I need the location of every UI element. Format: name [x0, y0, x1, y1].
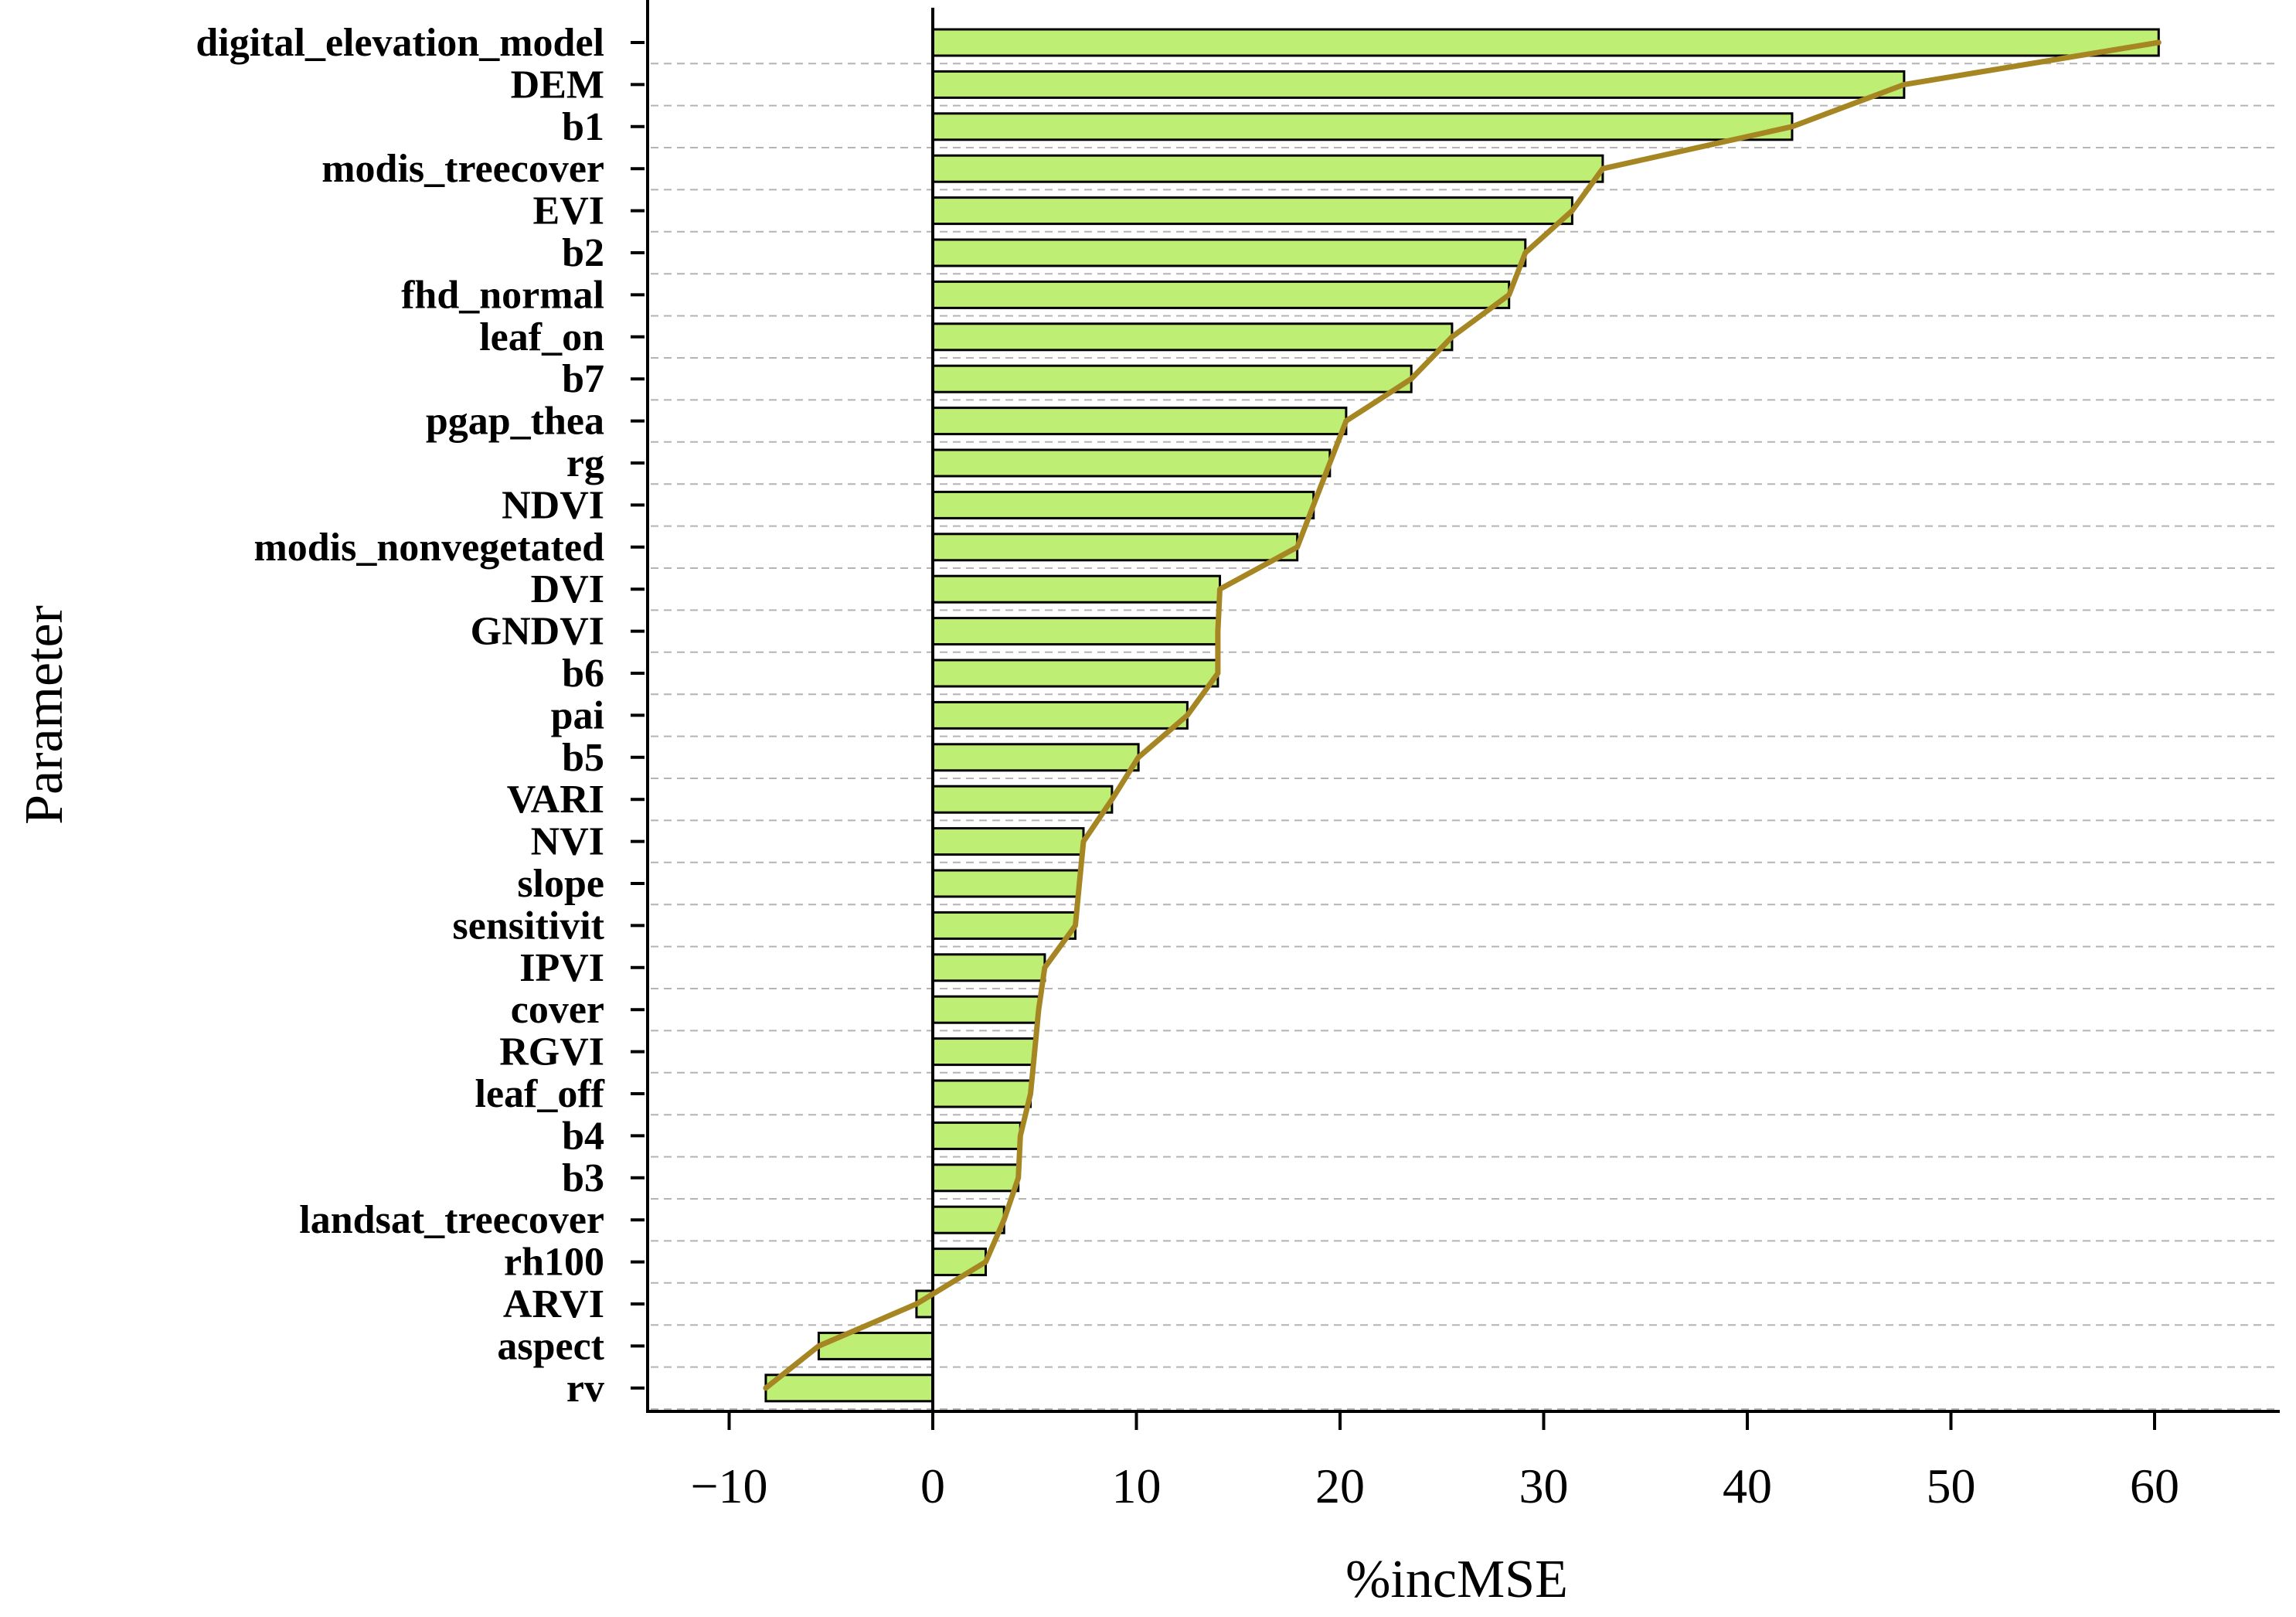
trend-line — [763, 39, 2162, 1391]
y-tick-label: DVI — [531, 567, 604, 611]
y-axis-title: Parameter — [15, 605, 74, 825]
bar-b5 — [931, 743, 1140, 772]
bar-slope — [931, 869, 1081, 898]
bars — [764, 28, 2160, 1403]
y-tick-label: pgap_thea — [426, 400, 604, 444]
y-tick-label: slope — [517, 862, 604, 906]
y-tick-label: b3 — [562, 1156, 604, 1200]
y-tick-label: b5 — [562, 736, 604, 780]
x-tick-labels: −10 0 10 20 30 40 50 60 — [690, 1411, 2179, 1513]
y-tick-label: IPVI — [519, 946, 604, 990]
y-tick-label: GNDVI — [471, 610, 604, 654]
y-tick-label: modis_nonvegetated — [253, 526, 604, 570]
y-tick-label: DEM — [511, 63, 604, 107]
bar-NVI — [931, 827, 1085, 856]
bar-VARI — [931, 785, 1114, 814]
y-tick-label: b6 — [562, 652, 604, 696]
y-tick-label: sensitivit — [453, 904, 605, 948]
x-axis-title: %incMSE — [1345, 1550, 1568, 1609]
y-tick-label: b7 — [562, 357, 604, 401]
x-tick-label: 30 — [1519, 1459, 1569, 1513]
x-tick-label: 60 — [2130, 1459, 2179, 1513]
x-tick-label: 50 — [1927, 1459, 1976, 1513]
x-tick-label: 40 — [1723, 1459, 1772, 1513]
bar-digital_elevation_model — [931, 28, 2160, 57]
bar-NDVI — [931, 490, 1315, 519]
bar-modis_treecover — [931, 154, 1604, 183]
y-tick-label: digital_elevation_model — [196, 21, 604, 65]
y-tick-label: fhd_normal — [401, 273, 604, 317]
bar-rg — [931, 448, 1332, 478]
y-tick-label: leaf_on — [479, 315, 604, 359]
y-tick-label: modis_treecover — [321, 147, 604, 191]
bar-EVI — [931, 196, 1573, 226]
bar-DVI — [931, 574, 1222, 604]
bar-rv — [764, 1374, 934, 1403]
y-tick-label: NDVI — [502, 483, 604, 527]
y-tick-label: VARI — [507, 778, 604, 822]
y-tick-label: RGVI — [499, 1030, 604, 1074]
bar-rh100 — [931, 1248, 988, 1277]
bar-fhd_normal — [931, 280, 1511, 309]
bar-b1 — [931, 112, 1794, 141]
y-tick-label: rh100 — [504, 1241, 604, 1285]
y-tick-label: landsat_treecover — [299, 1198, 604, 1242]
y-tick-label: aspect — [497, 1324, 604, 1368]
x-tick-label: 10 — [1112, 1459, 1162, 1513]
bar-sensitivit — [931, 911, 1077, 940]
bar-b2 — [931, 238, 1527, 267]
y-tick-label: rv — [566, 1367, 604, 1411]
x-tick-label: 0 — [920, 1459, 945, 1513]
y-tick-label: rg — [566, 441, 604, 485]
bar-pai — [931, 700, 1189, 730]
bar-b6 — [931, 659, 1219, 688]
y-tick-label: b1 — [562, 105, 604, 149]
y-tick-labels: digital_elevation_modelDEMb1modis_treeco… — [196, 21, 645, 1411]
bar-GNDVI — [931, 617, 1219, 646]
y-tick-label: cover — [511, 988, 604, 1032]
bar-pgap_thea — [931, 407, 1348, 436]
x-tick-label: −10 — [690, 1459, 767, 1513]
y-tick-label: b2 — [562, 231, 604, 275]
bar-cover — [931, 995, 1040, 1024]
y-tick-label: EVI — [533, 189, 604, 233]
bar-b4 — [931, 1121, 1022, 1150]
x-tick-label: 20 — [1315, 1459, 1365, 1513]
y-tick-label: leaf_off — [475, 1072, 605, 1116]
bar-DEM — [931, 70, 1906, 99]
bar-modis_nonvegetated — [931, 533, 1299, 562]
bar-b3 — [931, 1163, 1020, 1193]
grid-lines — [651, 63, 2280, 1410]
y-tick-label: b4 — [562, 1114, 604, 1158]
bar-b7 — [931, 364, 1413, 393]
y-tick-label: NVI — [531, 820, 604, 864]
y-tick-label: pai — [551, 693, 604, 737]
bar-leaf_on — [931, 322, 1454, 352]
bar-RGVI — [931, 1037, 1036, 1067]
bar-landsat_treecover — [931, 1205, 1005, 1234]
bar-leaf_off — [931, 1079, 1032, 1108]
bar-IPVI — [931, 953, 1046, 982]
y-tick-label: ARVI — [503, 1282, 604, 1326]
